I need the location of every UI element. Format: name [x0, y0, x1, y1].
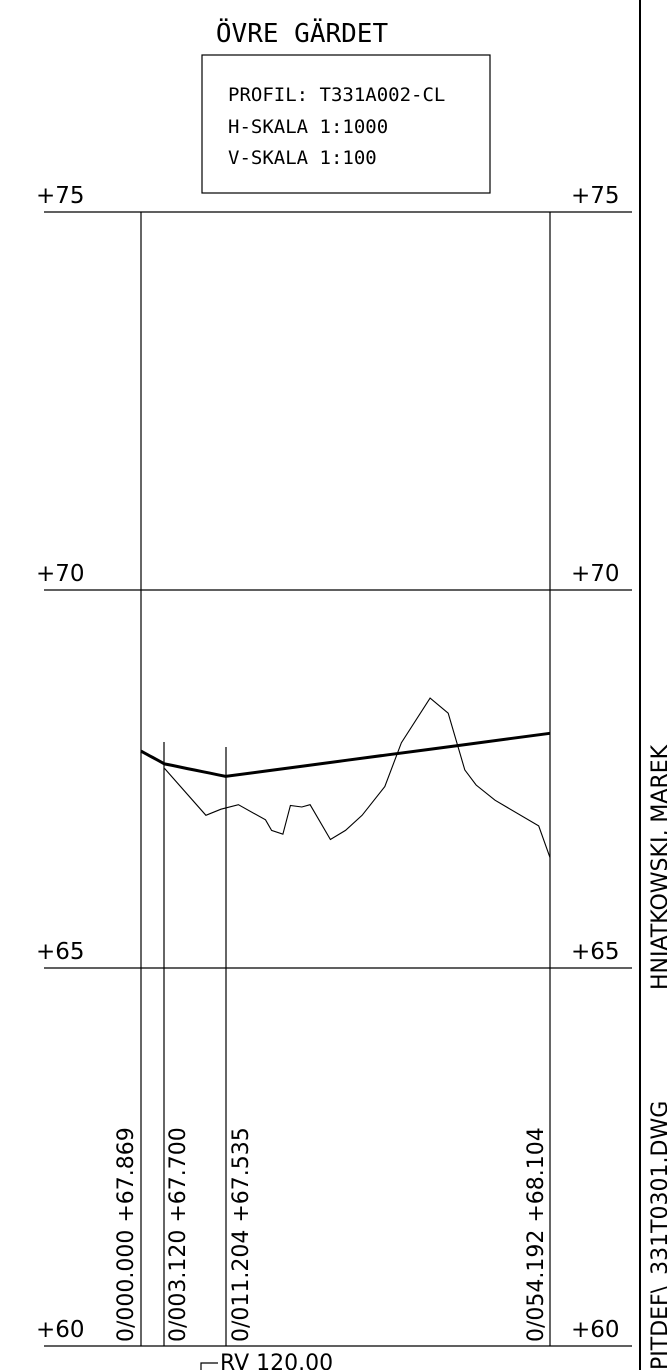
elevation-label-65-right: +65	[571, 939, 620, 965]
elevation-label-60-left: +60	[36, 1317, 85, 1343]
profile-label: PROFIL: T331A002-CL	[228, 84, 445, 106]
drawing-title: ÖVRE GÄRDET	[216, 17, 389, 49]
info-box	[201, 54, 491, 194]
station-label-1: 0/000.000 +67.869	[114, 1127, 139, 1342]
elevation-label-70-left: +70	[36, 561, 85, 587]
v-scale-label: V-SKALA 1:100	[228, 147, 377, 169]
elevation-label-70-right: +70	[571, 561, 620, 587]
station-label-2: 0/003.120 +67.700	[166, 1127, 191, 1342]
elevation-label-75-left: +75	[36, 183, 85, 209]
author-label: HNIATKOWSKI, MAREK	[648, 744, 667, 990]
station-label-3: 0/011.204 +67.535	[229, 1127, 254, 1342]
curve-leader	[200, 1362, 218, 1370]
design-profile-line	[140, 731, 551, 778]
elevation-label-75-right: +75	[571, 183, 620, 209]
existing-ground-line	[164, 697, 551, 858]
station-label-4: 0/054.192 +68.104	[524, 1127, 549, 1342]
h-scale-label: H-SKALA 1:1000	[228, 116, 388, 138]
elevation-label-65-left: +65	[36, 939, 85, 965]
file-path-label: PITDEF\_331T0301.DWG	[648, 1101, 667, 1370]
curve-radius-label: RV 120.00	[220, 1351, 333, 1370]
elevation-label-60-right: +60	[571, 1317, 620, 1343]
